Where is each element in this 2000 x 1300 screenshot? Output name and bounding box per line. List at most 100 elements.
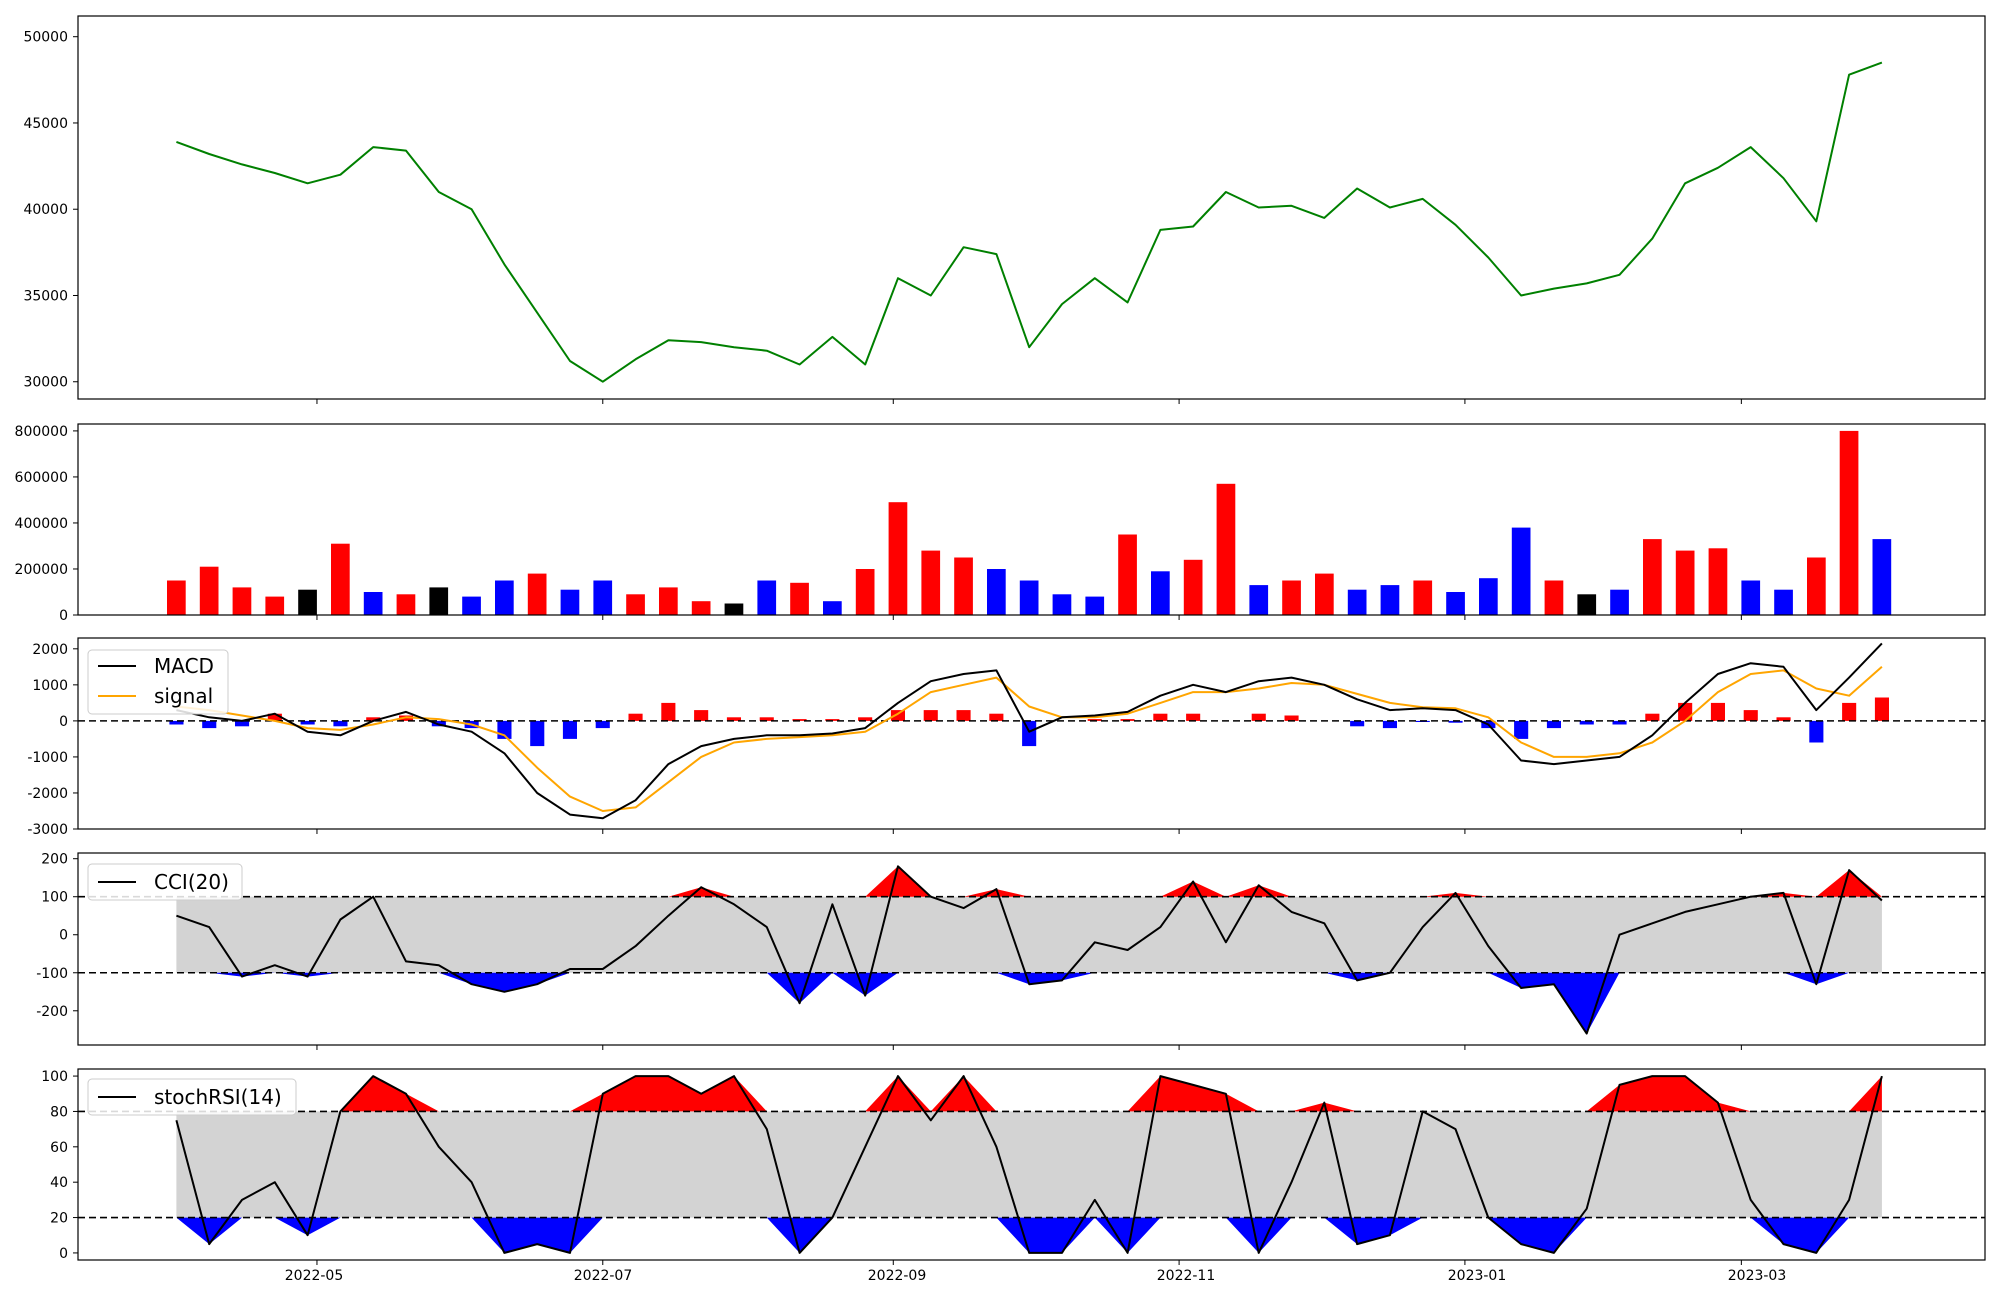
volume-bar <box>1741 580 1761 615</box>
macd-histogram-bar <box>858 717 873 721</box>
price-y-tick-label: 40000 <box>23 202 68 218</box>
volume-bar <box>1151 571 1170 615</box>
volume-bar <box>1085 596 1105 615</box>
stochrsi-legend: stochRSI(14) <box>87 1078 297 1116</box>
macd-y-tick-label: 2000 <box>32 642 68 658</box>
x-tick-label: 2022-07 <box>574 1268 633 1284</box>
volume-bar <box>1183 559 1203 615</box>
volume-bar <box>1282 580 1301 615</box>
macd-histogram-bar <box>235 720 250 727</box>
volume-bar <box>167 580 186 615</box>
volume-y-tick-label: 0 <box>59 608 68 624</box>
macd-histogram-bar <box>202 720 217 729</box>
macd-histogram-bar <box>1251 713 1266 721</box>
volume-bar <box>1118 534 1137 615</box>
stochrsi-overbought-fill <box>176 1076 1882 1112</box>
macd-histogram-bar <box>1809 720 1824 743</box>
volume-bar <box>987 569 1006 615</box>
stochrsi-y-tick-label: 20 <box>50 1211 68 1227</box>
volume-bar <box>396 594 416 615</box>
volume-bar <box>1216 483 1236 615</box>
volume-bar <box>1872 539 1892 615</box>
volume-bar <box>823 601 842 615</box>
volume-bar <box>1413 580 1433 615</box>
volume-bar <box>1544 580 1564 615</box>
volume-y-tick-label: 200000 <box>15 562 68 578</box>
macd-histogram-bar <box>169 720 184 725</box>
macd-y-tick-label: -2000 <box>27 786 68 802</box>
macd-histogram-bar <box>1678 702 1693 721</box>
volume-bar <box>1249 585 1269 615</box>
macd-panel: -3000 -2000 -1000 0 1000 2000 <box>27 637 1986 838</box>
macd-histogram-bar <box>825 719 840 721</box>
volume-bar <box>1675 550 1695 615</box>
volume-bar <box>560 589 580 615</box>
volume-bar <box>593 580 613 615</box>
price-y-tick-label: 35000 <box>23 288 68 304</box>
macd-histogram-bar <box>661 702 676 721</box>
macd-histogram-bar <box>726 717 741 721</box>
volume-bar <box>331 543 350 615</box>
x-axis: 2022-05 2022-07 2022-09 2022-11 2023-01 … <box>285 1268 1787 1284</box>
macd-histogram-bar <box>694 710 709 721</box>
macd-histogram-bar <box>267 713 282 721</box>
macd-histogram-bar <box>1284 715 1299 721</box>
macd-histogram-bar <box>989 713 1004 721</box>
macd-histogram-bar <box>300 720 315 725</box>
macd-legend: MACD signal <box>87 649 229 715</box>
macd-histogram-bar <box>562 720 577 739</box>
volume-bar <box>1643 539 1662 615</box>
macd-histogram-bar <box>1514 720 1529 739</box>
macd-frame <box>77 637 1986 830</box>
macd-histogram-bar <box>366 717 381 721</box>
volume-bar <box>1577 594 1597 615</box>
macd-y-tick-label: 1000 <box>32 678 68 694</box>
volume-bar <box>855 569 875 615</box>
volume-panel: 0 200000 400000 600000 800000 <box>15 423 1986 624</box>
volume-y-tick-label: 800000 <box>15 424 68 440</box>
cci-overbought-fill <box>176 866 1882 897</box>
stochrsi-line <box>175 1075 1883 1254</box>
x-tick-label: 2022-11 <box>1157 1268 1216 1284</box>
volume-bar <box>363 592 383 615</box>
volume-frame <box>77 423 1986 616</box>
volume-bar <box>1774 589 1793 615</box>
stochrsi-panel: 0 20 40 60 80 100 <box>41 1068 1986 1265</box>
macd-y-tick-label: -1000 <box>27 750 68 766</box>
volume-bar <box>1839 430 1859 615</box>
macd-histogram-bar <box>1743 710 1758 721</box>
volume-bar <box>1708 548 1728 615</box>
stochrsi-legend-label: stochRSI(14) <box>154 1085 282 1109</box>
cci-frame <box>77 852 1986 1046</box>
macd-line <box>176 642 1883 820</box>
x-tick-label: 2023-01 <box>1448 1268 1507 1284</box>
price-y-tick-label: 45000 <box>23 116 68 132</box>
macd-histogram-bar <box>1120 719 1135 721</box>
volume-bar <box>265 596 285 615</box>
signal-legend-label: signal <box>154 684 213 708</box>
volume-bar <box>429 587 449 615</box>
price-frame <box>77 15 1986 400</box>
volume-bar <box>724 603 744 615</box>
macd-histogram-bar <box>1087 719 1102 721</box>
macd-histogram-bar <box>1612 720 1627 725</box>
volume-bar <box>790 582 809 615</box>
macd-histogram-bar <box>1382 720 1397 729</box>
price-y-tick-label: 30000 <box>23 375 68 391</box>
signal-line <box>176 666 1883 812</box>
volume-bar <box>1479 578 1498 615</box>
stochrsi-y-tick-label: 100 <box>41 1069 68 1085</box>
stochrsi-y-tick-label: 40 <box>50 1175 68 1191</box>
macd-histogram-bar <box>333 720 348 727</box>
macd-y-tick-label: 0 <box>59 714 68 730</box>
macd-histogram-bar <box>1874 697 1889 721</box>
macd-histogram-bar <box>1776 717 1791 721</box>
stochrsi-y-tick-label: 60 <box>50 1140 68 1156</box>
cci-y-tick-label: -100 <box>36 966 68 982</box>
macd-histogram-bar <box>1842 702 1857 721</box>
macd-histogram-bar <box>1448 720 1463 723</box>
x-tick-label: 2022-05 <box>285 1268 344 1284</box>
volume-bar <box>1052 594 1072 615</box>
stochrsi-y-tick-label: 80 <box>50 1104 68 1120</box>
volume-bar <box>1019 580 1039 615</box>
